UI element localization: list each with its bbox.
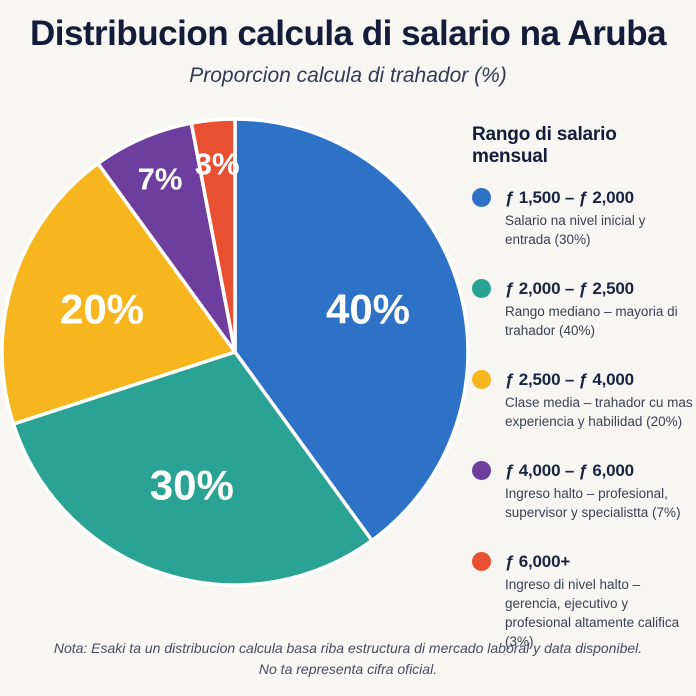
pie-slice-label-0: 40% [326, 285, 410, 332]
legend-item-description: Ingreso di nivel halto – gerencia, ejecu… [505, 577, 680, 649]
legend-item-range: ƒ 2,500 – ƒ 4,000 [505, 370, 634, 389]
legend: Rango di salario mensual ƒ 1,500 – ƒ 2,0… [462, 124, 694, 679]
legend-color-dot [472, 279, 491, 298]
legend-items: ƒ 1,500 – ƒ 2,000 Salario na nivel inici… [462, 186, 694, 651]
footer-note: Nota: Esaki ta un distribucion calcula b… [0, 638, 696, 680]
legend-color-dot [472, 188, 491, 207]
legend-title: Rango di salario mensual [472, 124, 617, 167]
legend-item-text: ƒ 1,500 – ƒ 2,000 Salario na nivel inici… [505, 186, 694, 249]
pie-slice-4 [189, 117, 237, 354]
legend-item-range: ƒ 6,000+ [505, 552, 571, 571]
legend-item-range: ƒ 1,500 – ƒ 2,000 [505, 188, 634, 207]
pie-slice-0 [233, 117, 470, 543]
legend-item-3: ƒ 4,000 – ƒ 6,000 Ingreso halto – profes… [462, 459, 694, 522]
legend-item-description: Ingreso halto – profesional, supervisor … [505, 486, 681, 520]
pie-slice-label-2: 20% [60, 285, 144, 332]
pie-slice-label-4: 3% [195, 147, 240, 182]
legend-item-range: ƒ 2,000 – ƒ 2,500 [505, 279, 634, 298]
legend-color-dot [472, 552, 491, 571]
pie-chart: 40% 30% 20% 7% 3% [0, 117, 470, 587]
pie-slice-label-3: 7% [138, 161, 183, 196]
legend-color-dot [472, 461, 491, 480]
legend-item-0: ƒ 1,500 – ƒ 2,000 Salario na nivel inici… [462, 186, 694, 249]
legend-item-4: ƒ 6,000+ Ingreso di nivel halto – gerenc… [462, 550, 694, 651]
legend-item-description: Clase media – trahador cu mas experienci… [505, 395, 693, 429]
footer-note-line2: No ta representa cifra oficial. [258, 661, 438, 677]
legend-item-2: ƒ 2,500 – ƒ 4,000 Clase media – trahador… [462, 368, 694, 431]
legend-item-text: ƒ 6,000+ Ingreso di nivel halto – gerenc… [505, 550, 694, 651]
legend-item-text: ƒ 2,500 – ƒ 4,000 Clase media – trahador… [505, 368, 694, 431]
legend-item-1: ƒ 2,000 – ƒ 2,500 Rango mediano – mayori… [462, 277, 694, 340]
legend-item-text: ƒ 4,000 – ƒ 6,000 Ingreso halto – profes… [505, 459, 694, 522]
page-subtitle: Proporcion calcula di trahador (%) [189, 64, 507, 87]
legend-item-description: Salario na nivel inicial y entrada (30%) [505, 213, 646, 247]
pie-slice-1 [11, 350, 374, 587]
footer-note-line1: Nota: Esaki ta un distribucion calcula b… [53, 640, 643, 656]
pie-slice-label-1: 30% [150, 462, 234, 509]
page-title: Distribucion calcula di salario na Aruba [29, 14, 667, 53]
pie-slice-2 [0, 161, 237, 426]
legend-item-description: Rango mediano – mayoria di trahador (40%… [505, 304, 678, 338]
legend-color-dot [472, 370, 491, 389]
legend-item-text: ƒ 2,000 – ƒ 2,500 Rango mediano – mayori… [505, 277, 694, 340]
legend-item-range: ƒ 4,000 – ƒ 6,000 [505, 461, 634, 480]
pie-chart-area: 40% 30% 20% 7% 3% [0, 112, 470, 592]
